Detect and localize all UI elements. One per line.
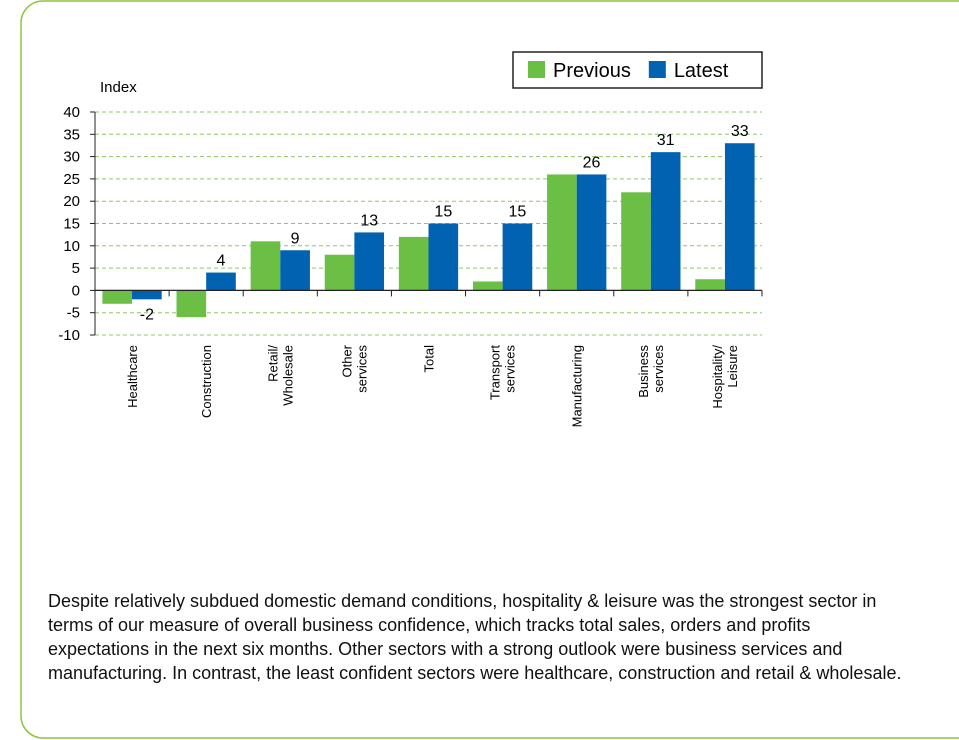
y-tick-label: 25 xyxy=(63,171,80,188)
data-label: 4 xyxy=(217,253,226,270)
y-tick-label: 40 xyxy=(63,104,80,121)
x-tick-label-line: Manufacturing xyxy=(570,345,585,427)
bar xyxy=(472,281,503,291)
x-tick-label-line: Hospitality/ xyxy=(710,345,725,409)
bar xyxy=(132,290,162,300)
bar xyxy=(576,174,607,291)
x-tick-label-line: services xyxy=(354,345,369,393)
bar xyxy=(354,232,385,291)
bar xyxy=(428,223,459,291)
data-label: 9 xyxy=(291,230,300,247)
y-axis-label: Index xyxy=(100,79,137,96)
x-tick-label: Otherservices xyxy=(339,344,369,392)
y-tick-label: 20 xyxy=(63,193,80,210)
bar xyxy=(547,174,577,291)
y-tick-label: 5 xyxy=(72,260,80,277)
x-tick-label: Total xyxy=(422,345,437,373)
legend-box xyxy=(512,51,763,89)
x-tick-label-line: Retail/ xyxy=(265,345,280,382)
bar xyxy=(206,272,236,291)
x-tick-label-line: services xyxy=(503,345,518,393)
bar xyxy=(398,236,429,291)
data-label: 31 xyxy=(657,132,675,149)
y-tick-label: 30 xyxy=(63,149,80,166)
data-label: 13 xyxy=(360,212,378,229)
bar xyxy=(280,250,310,291)
x-tick-label-line: Total xyxy=(422,345,437,373)
bar xyxy=(695,279,725,291)
data-label: 33 xyxy=(731,123,749,140)
y-tick-label: 35 xyxy=(63,126,80,143)
x-tick-label: Construction xyxy=(199,345,214,418)
caption: Despite relatively subdued domestic dema… xyxy=(48,591,902,683)
x-tick-label-line: Transport xyxy=(488,345,503,401)
x-tick-label-line: Leisure xyxy=(725,345,740,388)
data-label: 26 xyxy=(583,154,601,171)
legend-swatch xyxy=(528,61,545,78)
y-tick-label: 10 xyxy=(63,238,80,255)
legend-label: Previous xyxy=(553,60,631,82)
bar xyxy=(102,290,133,304)
x-tick-label: Retail/Wholesale xyxy=(265,345,295,406)
x-tick-label-line: Construction xyxy=(199,345,214,418)
bar xyxy=(650,152,681,291)
x-tick-label: Businessservices xyxy=(636,345,666,398)
bar xyxy=(621,192,651,291)
x-tick-label-line: Other xyxy=(339,344,354,377)
x-tick-label-line: Business xyxy=(636,345,651,398)
card-border xyxy=(20,0,959,739)
x-tick-label: Manufacturing xyxy=(570,345,585,427)
bar xyxy=(176,290,207,318)
x-tick-label-line: Wholesale xyxy=(280,345,295,406)
bar xyxy=(502,223,533,291)
y-tick-label: -10 xyxy=(58,327,80,344)
x-tick-label-line: services xyxy=(651,345,666,393)
y-tick-label: 0 xyxy=(72,282,80,299)
bar xyxy=(724,143,755,291)
data-label: 15 xyxy=(509,204,527,221)
x-tick-label: Hospitality/Leisure xyxy=(710,345,740,409)
x-tick-label: Healthcare xyxy=(125,345,140,408)
data-label: -2 xyxy=(140,306,154,323)
y-tick-label: -5 xyxy=(67,305,80,322)
bar xyxy=(250,241,281,291)
y-tick-label: 15 xyxy=(63,216,80,233)
x-tick-label: Transportservices xyxy=(488,345,518,401)
legend-swatch xyxy=(648,61,666,78)
data-label: 15 xyxy=(434,204,452,221)
bar xyxy=(324,254,355,291)
x-tick-label-line: Healthcare xyxy=(125,345,140,408)
legend-label: Latest xyxy=(674,60,729,82)
